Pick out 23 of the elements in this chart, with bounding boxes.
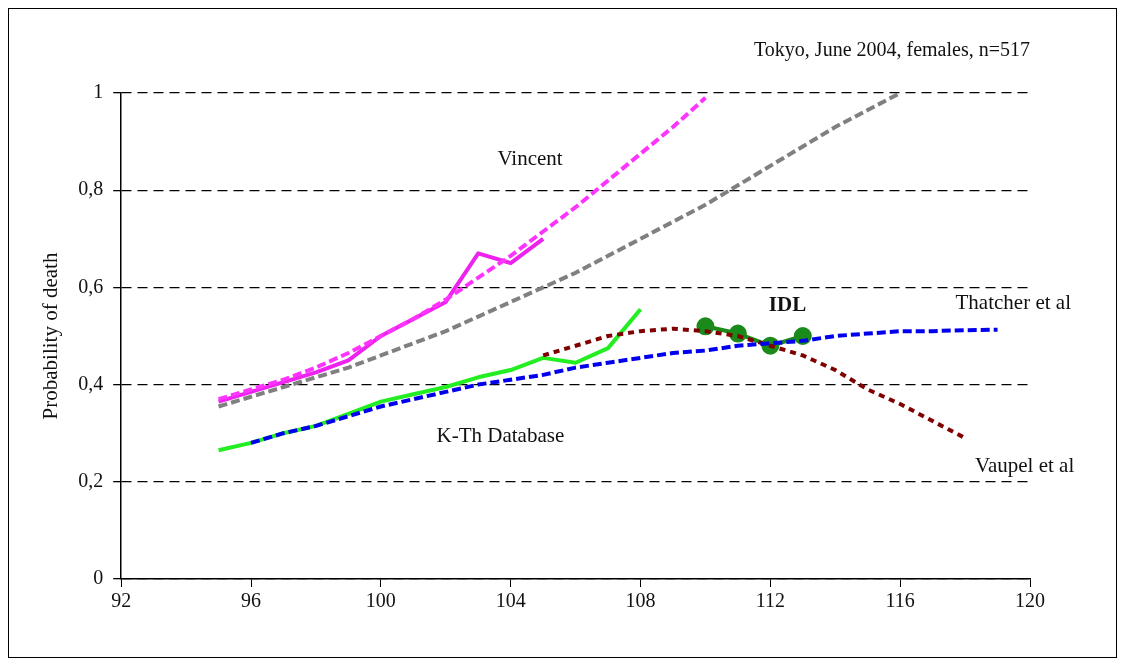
series-label: Vincent bbox=[497, 146, 563, 171]
x-tick-label: 112 bbox=[755, 589, 785, 612]
chart-title: Tokyo, June 2004, females, n=517 bbox=[754, 38, 1030, 62]
series-label: IDL bbox=[768, 292, 807, 317]
x-tick-label: 92 bbox=[111, 589, 132, 612]
y-axis-title: Probability of death bbox=[38, 252, 63, 420]
x-tick-label: 120 bbox=[1015, 589, 1045, 612]
x-tick-label: 96 bbox=[241, 589, 262, 612]
line-series bbox=[216, 95, 708, 402]
x-tick-label: 104 bbox=[495, 589, 526, 612]
x-tick-label: 108 bbox=[625, 589, 656, 612]
x-tick-label: 100 bbox=[365, 589, 396, 612]
y-tick-label: 0,6 bbox=[78, 274, 104, 297]
series-label: K-Th Database bbox=[436, 422, 565, 447]
series-label: Thatcher et al bbox=[955, 290, 1072, 315]
y-tick-label: 0,2 bbox=[78, 469, 104, 492]
x-tick-label: 116 bbox=[885, 589, 915, 612]
y-tick-label: 0,8 bbox=[78, 177, 104, 200]
y-tick-label: 1 bbox=[93, 80, 104, 103]
y-tick-label: 0 bbox=[93, 566, 104, 589]
line-series bbox=[249, 327, 1000, 445]
y-tick-label: 0,4 bbox=[78, 371, 104, 394]
series-label: Vaupel et al bbox=[975, 452, 1075, 477]
